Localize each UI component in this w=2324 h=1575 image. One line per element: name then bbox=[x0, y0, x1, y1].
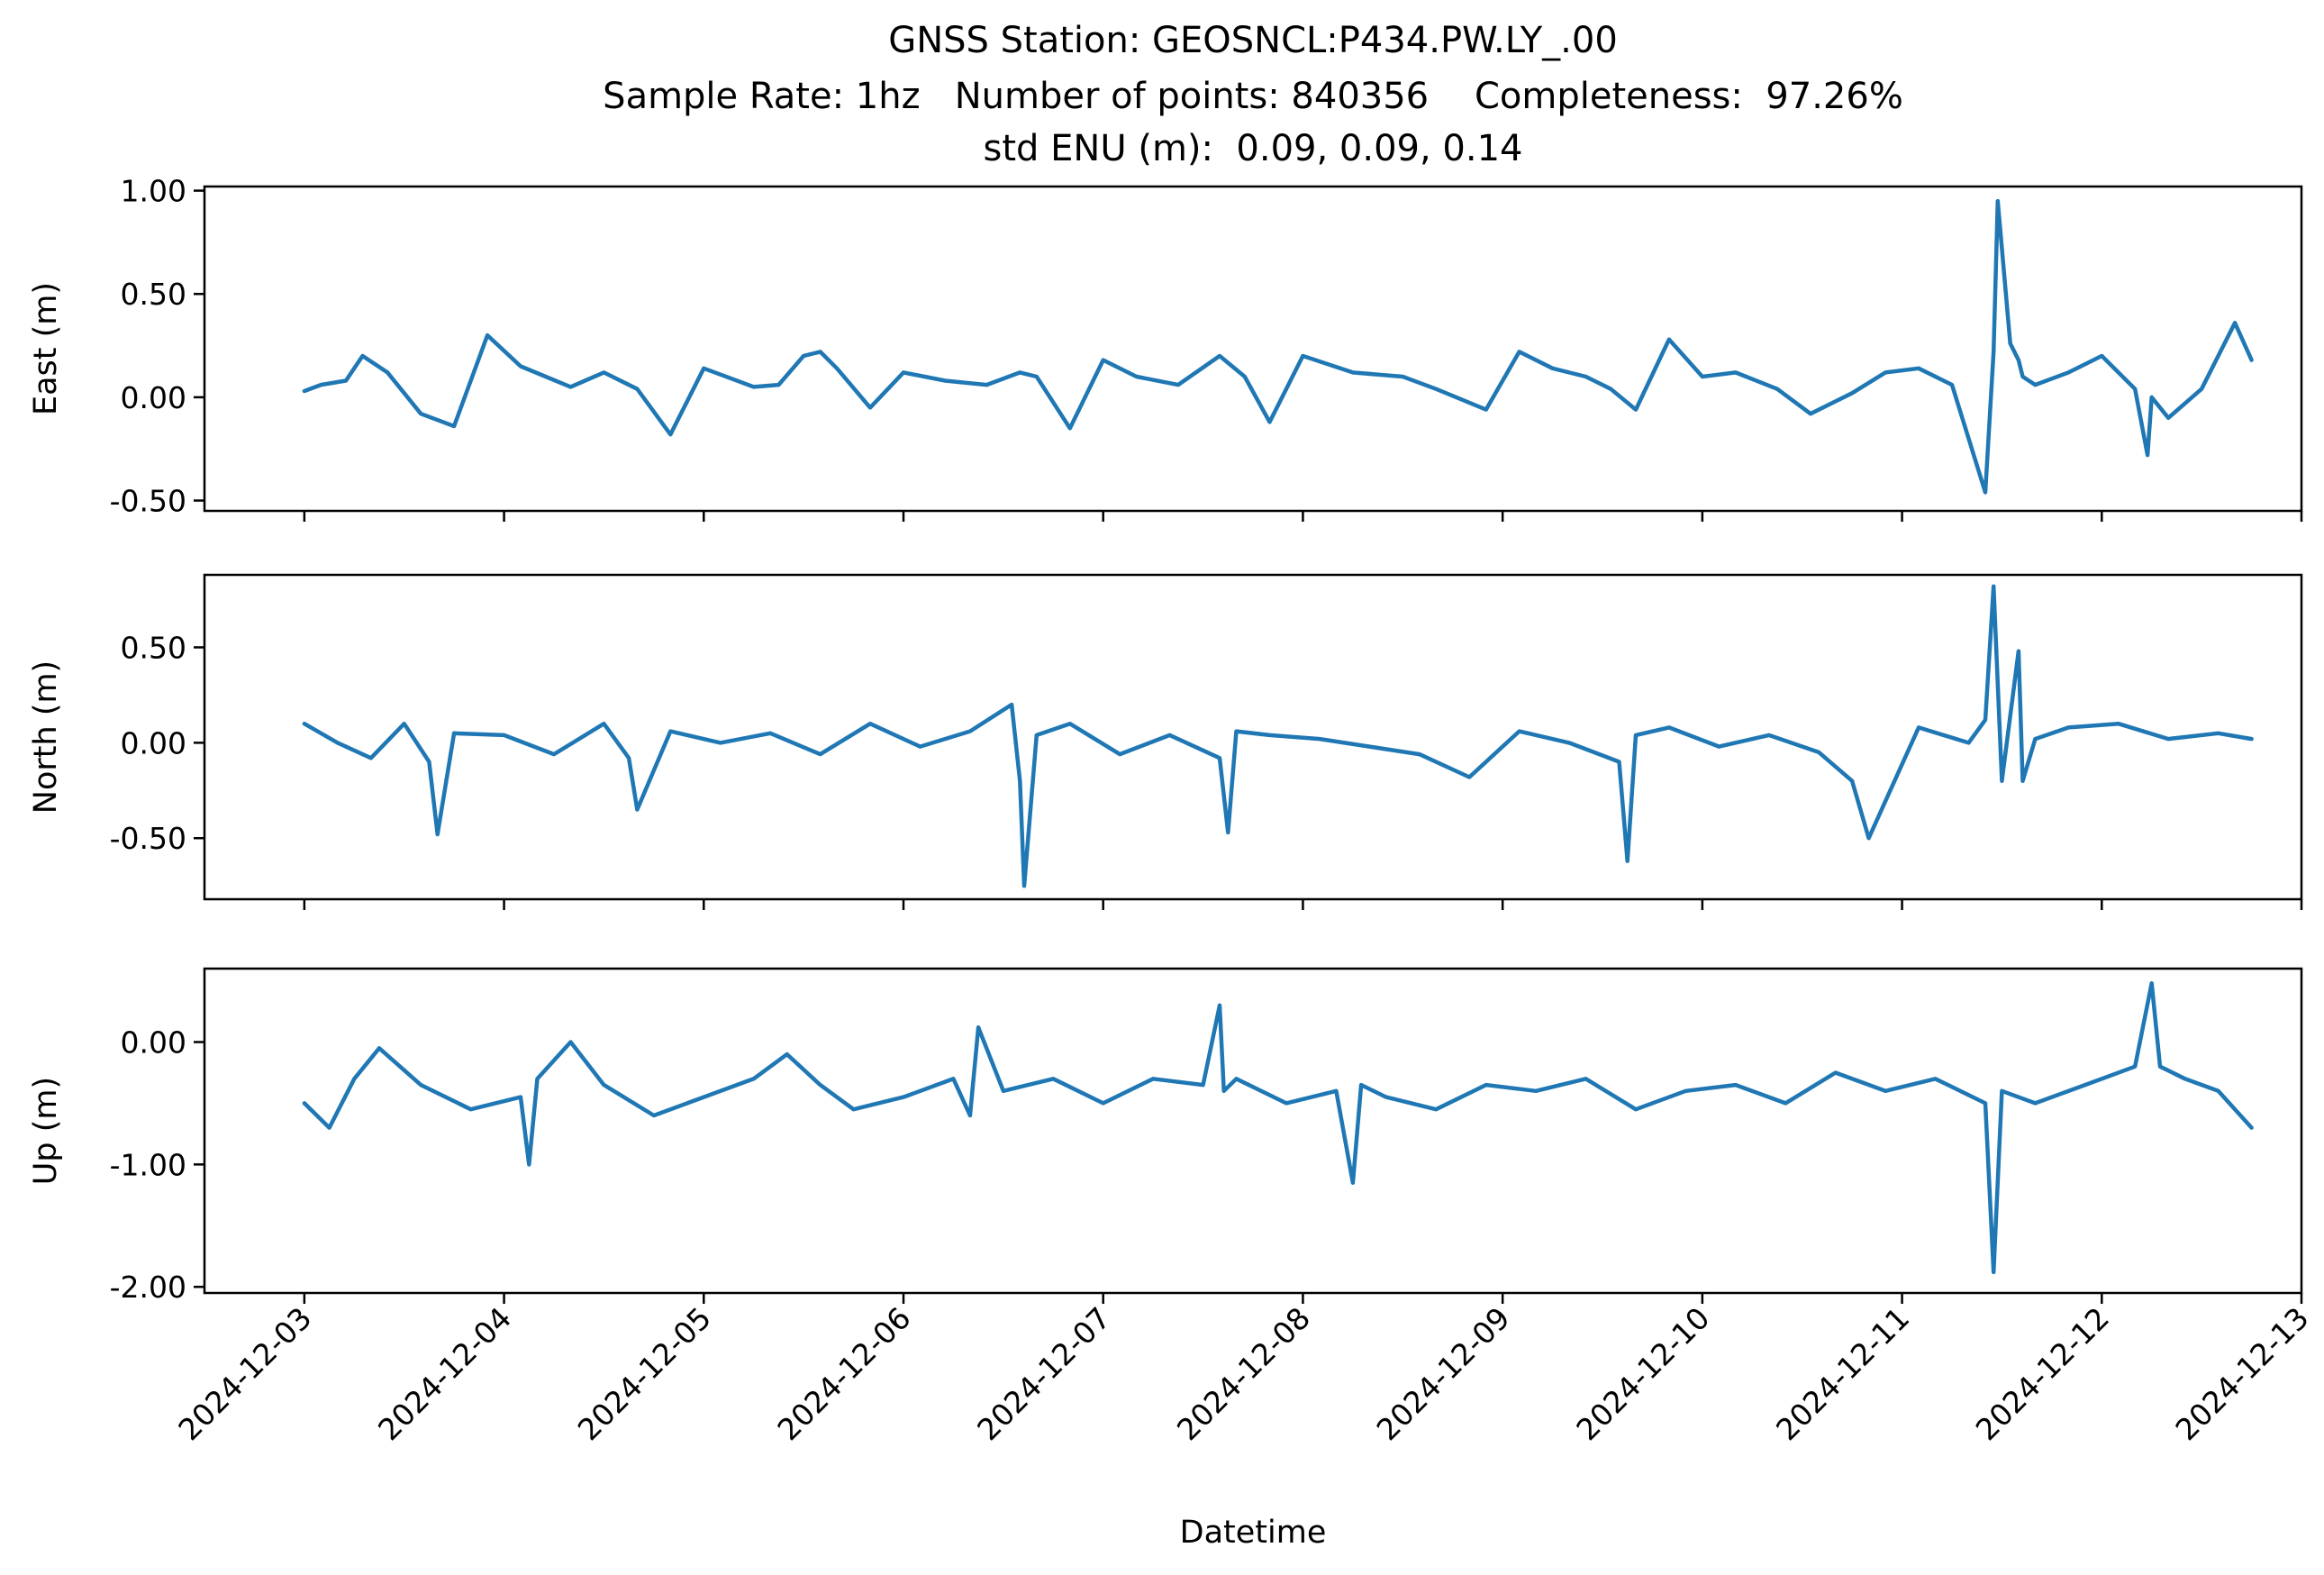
north-y-ticks: 0.50 0.00 -0.50 bbox=[110, 630, 204, 856]
north-x-ticks bbox=[303, 899, 2303, 910]
east-y-tick-label: 0.50 bbox=[121, 277, 186, 312]
north-y-axis-label: North (m) bbox=[28, 660, 64, 814]
title-line-1: GNSS Station: GEOSNCL:P434.PW.LY_.00 bbox=[888, 20, 1618, 61]
up-axes-frame bbox=[203, 967, 2303, 1295]
title-line-3: std ENU (m): 0.09, 0.09, 0.14 bbox=[984, 128, 1523, 169]
east-y-tick-label: 0.00 bbox=[121, 380, 186, 415]
north-y-tick-label: 0.00 bbox=[121, 725, 186, 760]
x-axis-label: Datetime bbox=[1180, 1515, 1327, 1551]
title-line-2: Sample Rate: 1hz Number of points: 84035… bbox=[603, 76, 1903, 117]
east-x-ticks bbox=[303, 511, 2303, 522]
north-series-group bbox=[302, 584, 2254, 888]
up-series-line bbox=[302, 981, 2254, 1275]
up-y-tick-label: 0.00 bbox=[121, 1025, 186, 1061]
figure-title: GNSS Station: GEOSNCL:P434.PW.LY_.00 Sam… bbox=[603, 20, 1903, 169]
up-y-tick-label: -2.00 bbox=[110, 1270, 186, 1305]
north-axes-frame bbox=[203, 573, 2303, 901]
east-y-tick-label: -0.50 bbox=[110, 484, 186, 519]
north-series-line bbox=[302, 584, 2254, 888]
up-y-ticks: 0.00 -1.00 -2.00 bbox=[110, 1025, 204, 1305]
north-panel: 0.50 0.00 -0.50 North (m) bbox=[28, 573, 2303, 910]
north-y-tick-label: 0.50 bbox=[121, 630, 186, 665]
north-y-tick-label: -0.50 bbox=[110, 821, 186, 856]
up-series-group bbox=[302, 981, 2254, 1275]
east-y-ticks: 1.00 0.50 0.00 -0.50 bbox=[110, 174, 204, 519]
east-axes-frame bbox=[203, 185, 2303, 513]
east-y-tick-label: 1.00 bbox=[121, 174, 186, 209]
east-panel: 1.00 0.50 0.00 -0.50 East (m) bbox=[28, 174, 2303, 522]
east-y-axis-label: East (m) bbox=[28, 282, 64, 415]
up-y-tick-label: -1.00 bbox=[110, 1147, 186, 1182]
east-series-line bbox=[302, 198, 2254, 495]
east-series-group bbox=[302, 198, 2254, 495]
up-x-ticks bbox=[303, 1293, 2303, 1304]
up-y-axis-label: Up (m) bbox=[28, 1077, 64, 1185]
